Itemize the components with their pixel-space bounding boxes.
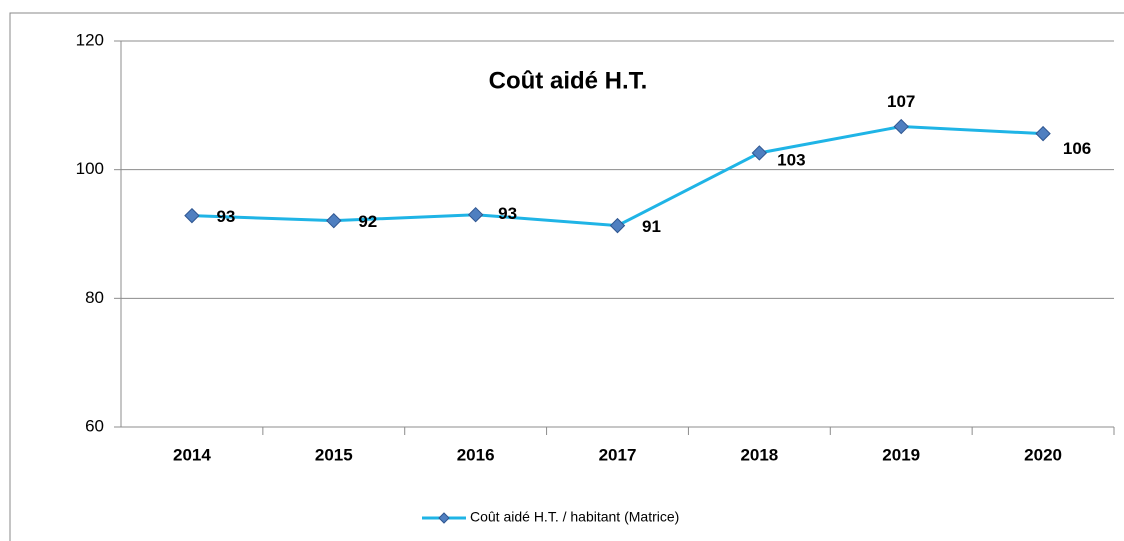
- data-label: 106: [1063, 139, 1091, 158]
- data-point: [893, 118, 909, 135]
- chart-title: Coût aidé H.T.: [489, 67, 648, 94]
- data-point: [467, 206, 484, 223]
- x-tick-label: 2016: [457, 445, 495, 464]
- data-label: 107: [887, 92, 915, 111]
- data-point: [1035, 125, 1051, 142]
- data-point: [609, 217, 626, 234]
- data-label: 93: [216, 207, 235, 226]
- data-label: 103: [777, 150, 805, 169]
- x-tick-label: 2019: [882, 445, 920, 464]
- y-tick-label: 100: [76, 159, 104, 178]
- x-tick-label: 2017: [599, 445, 637, 464]
- y-tick-label: 120: [76, 30, 104, 49]
- x-tick-label: 2018: [740, 445, 778, 464]
- data-label: 92: [358, 212, 377, 231]
- legend-marker: [438, 512, 450, 524]
- data-label: 93: [498, 204, 517, 223]
- x-tick-label: 2015: [315, 445, 353, 464]
- series-line: [191, 125, 1044, 228]
- x-tick-label: 2020: [1024, 445, 1062, 464]
- data-point: [751, 145, 768, 161]
- x-tick-label: 2014: [173, 445, 211, 464]
- chart-frame: [9, 12, 1124, 541]
- data-point: [326, 212, 342, 229]
- data-point: [184, 207, 200, 224]
- y-tick-label: 80: [85, 288, 104, 307]
- data-label: 91: [642, 217, 661, 236]
- legend-label: Coût aidé H.T. / habitant (Matrice): [470, 509, 679, 525]
- y-tick-label: 60: [85, 416, 104, 435]
